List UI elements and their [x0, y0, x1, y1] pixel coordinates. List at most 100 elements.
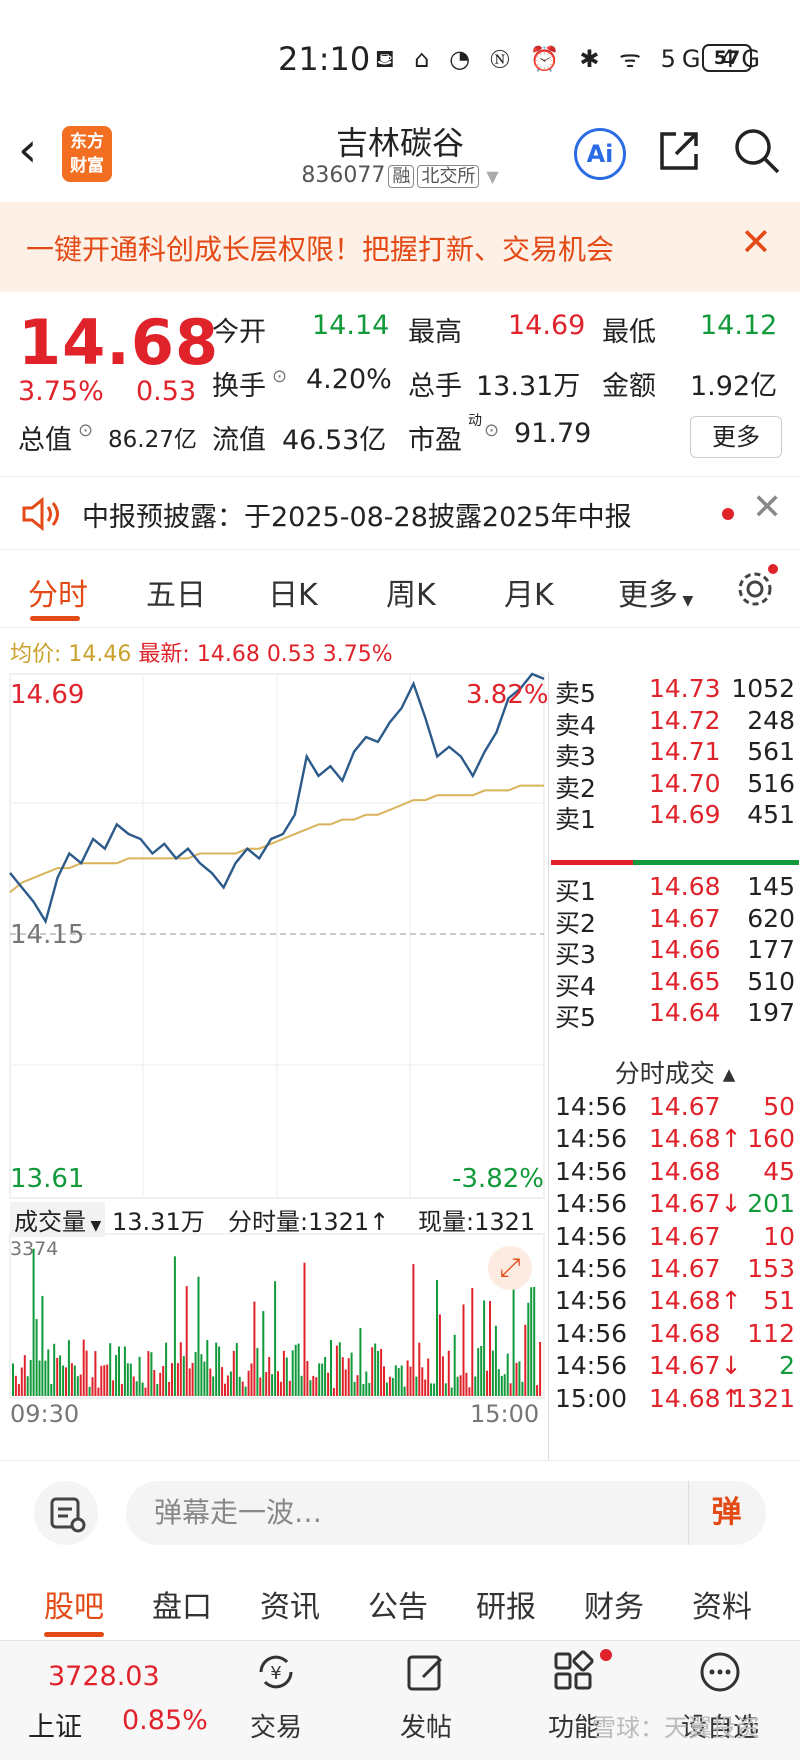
back-icon[interactable]: ‹ [18, 122, 38, 178]
bid-row[interactable]: 买4 14.65 510 [549, 967, 800, 1001]
search-icon[interactable] [732, 126, 782, 176]
volume-bar [421, 1367, 424, 1396]
gear-icon[interactable] [734, 568, 776, 610]
stock-code-row[interactable]: 836077 融北交所 ▼ [0, 162, 800, 188]
share-icon[interactable] [656, 128, 702, 174]
float-value: 46.53亿 [282, 425, 387, 456]
tick-row-volume: 160 [747, 1124, 795, 1154]
volume-bar [527, 1302, 530, 1396]
info-icon[interactable]: ⊙ [484, 420, 500, 441]
ai-icon[interactable]: Ai [574, 128, 626, 180]
tick-row[interactable]: 14:56 14.68↑ 51 [549, 1286, 800, 1320]
tab-announcements[interactable]: 公告 [368, 1590, 428, 1625]
volume-bar [524, 1324, 527, 1396]
close-icon[interactable]: ✕ [740, 220, 772, 264]
bid-row[interactable]: 买2 14.67 620 [549, 904, 800, 938]
tick-trades-title[interactable]: 分时成交 ▴ [614, 1059, 736, 1088]
volume-bar [330, 1340, 332, 1396]
tab-finance[interactable]: 财务 [584, 1590, 644, 1625]
volume-bar [388, 1376, 391, 1396]
volume-bar [441, 1356, 444, 1396]
volume-bar [536, 1385, 539, 1396]
notice-bar[interactable]: 中报预披露：于2025-08-28披露2025年中报 ✕ [0, 476, 800, 550]
promo-banner[interactable]: 一键开通科创成长层权限！把握打新、交易机会 ✕ [0, 202, 800, 292]
ask-row[interactable]: 卖1 14.69 451 [549, 800, 800, 834]
tab-more[interactable]: 更多 ▼ [618, 570, 693, 614]
close-icon[interactable]: ✕ [752, 487, 783, 528]
ask-row[interactable]: 卖4 14.72 248 [549, 706, 800, 740]
ask-row[interactable]: 卖5 14.73 1052 [549, 674, 800, 708]
tab-monthly-k[interactable]: 月K [504, 578, 554, 613]
volume-bar [20, 1367, 23, 1396]
volume-bar [123, 1346, 126, 1396]
tab-five-day[interactable]: 五日 [146, 578, 206, 613]
tab-weekly-k[interactable]: 周K [386, 578, 436, 613]
tab-news[interactable]: 资讯 [260, 1590, 320, 1625]
chevron-down-icon: ▼ [486, 167, 499, 186]
tick-row[interactable]: 14:56 14.68 112 [549, 1319, 800, 1353]
volume-bar [82, 1339, 85, 1396]
float-label: 流值 [212, 425, 266, 456]
danmu-toggle-button[interactable]: 弹 [688, 1481, 764, 1545]
ask-row[interactable]: 卖3 14.71 561 [549, 737, 800, 771]
book-divider [551, 860, 799, 865]
ask-row-price: 14.73 [649, 674, 721, 703]
volume-bar [144, 1387, 147, 1396]
tick-row[interactable]: 14:56 14.67↓ 2 [549, 1351, 800, 1385]
tick-row[interactable]: 15:00 14.68↑ 1321 [549, 1384, 800, 1418]
ask-row[interactable]: 卖2 14.70 516 [549, 769, 800, 803]
tab-profile[interactable]: 资料 [692, 1590, 752, 1625]
volume-bar [100, 1365, 103, 1396]
tab-pankou[interactable]: 盘口 [152, 1590, 212, 1625]
tick-row[interactable]: 14:56 14.67 153 [549, 1254, 800, 1288]
tab-intraday[interactable]: 分时 [28, 578, 88, 613]
intraday-chart[interactable]: 14.69 3.82% 14.15 13.61 -3.82% 成交量 ▼ 13.… [0, 672, 549, 1460]
volume-bar [132, 1376, 135, 1396]
tick-row-price: 14.68↑ [649, 1124, 742, 1154]
bid-row[interactable]: 买5 14.64 197 [549, 998, 800, 1032]
volume-bar [162, 1366, 165, 1396]
volume-bar [327, 1372, 330, 1396]
tick-row-price: 14.67↓ [649, 1189, 742, 1219]
tab-research[interactable]: 研报 [476, 1590, 536, 1625]
tick-row[interactable]: 14:56 14.67↓ 201 [549, 1189, 800, 1223]
danmu-settings-icon[interactable] [34, 1481, 98, 1545]
tab-guba[interactable]: 股吧 [44, 1590, 104, 1625]
volume-bar [194, 1351, 197, 1396]
volume-bar [268, 1357, 271, 1396]
volume-selector[interactable]: 成交量 ▼ [10, 1202, 106, 1237]
tick-row[interactable]: 14:56 14.68 45 [549, 1157, 800, 1191]
volume-bar [282, 1350, 285, 1396]
volume-bar [138, 1356, 141, 1396]
volume-bar [91, 1377, 94, 1396]
expand-icon[interactable]: ⤢ [488, 1246, 532, 1290]
ask-row-label: 卖2 [555, 773, 596, 803]
info-icon[interactable]: ⊙ [272, 366, 288, 387]
tick-row[interactable]: 14:56 14.67 50 [549, 1092, 800, 1126]
nav-trade[interactable]: ¥ 交易 [226, 1649, 326, 1744]
danmu-input[interactable]: 弹幕走一波… [126, 1481, 766, 1545]
volume-bar [438, 1314, 441, 1396]
info-icon[interactable]: ⊙ [78, 420, 94, 441]
intraday-chart-svg[interactable] [0, 672, 548, 1460]
svg-text:¥: ¥ [270, 1663, 281, 1684]
tick-row-price: 14.67 [649, 1092, 721, 1121]
volume-bar [347, 1358, 350, 1396]
tick-row[interactable]: 14:56 14.67 10 [549, 1222, 800, 1256]
more-button[interactable]: 更多 [690, 416, 782, 458]
index-ticker[interactable]: 3728.03 上证 0.85% [18, 1651, 208, 1751]
bid-row[interactable]: 买1 14.68 145 [549, 872, 800, 906]
bid-row-label: 买2 [555, 908, 596, 938]
volume-bar [65, 1367, 67, 1396]
bid-row-volume: 620 [747, 903, 795, 933]
nav-post[interactable]: 发帖 [376, 1649, 476, 1744]
tick-row[interactable]: 14:56 14.68↑ 160 [549, 1124, 800, 1158]
bid-row[interactable]: 买3 14.66 177 [549, 935, 800, 969]
nav-functions[interactable]: 功能 [524, 1649, 624, 1744]
volume-bar [14, 1375, 17, 1396]
volume-bar [53, 1343, 56, 1396]
nav-add-watchlist[interactable]: 设自选 [670, 1649, 770, 1744]
volume-value: 13.31万 [476, 371, 581, 402]
tab-daily-k[interactable]: 日K [268, 578, 318, 613]
volume-bar [206, 1340, 209, 1396]
